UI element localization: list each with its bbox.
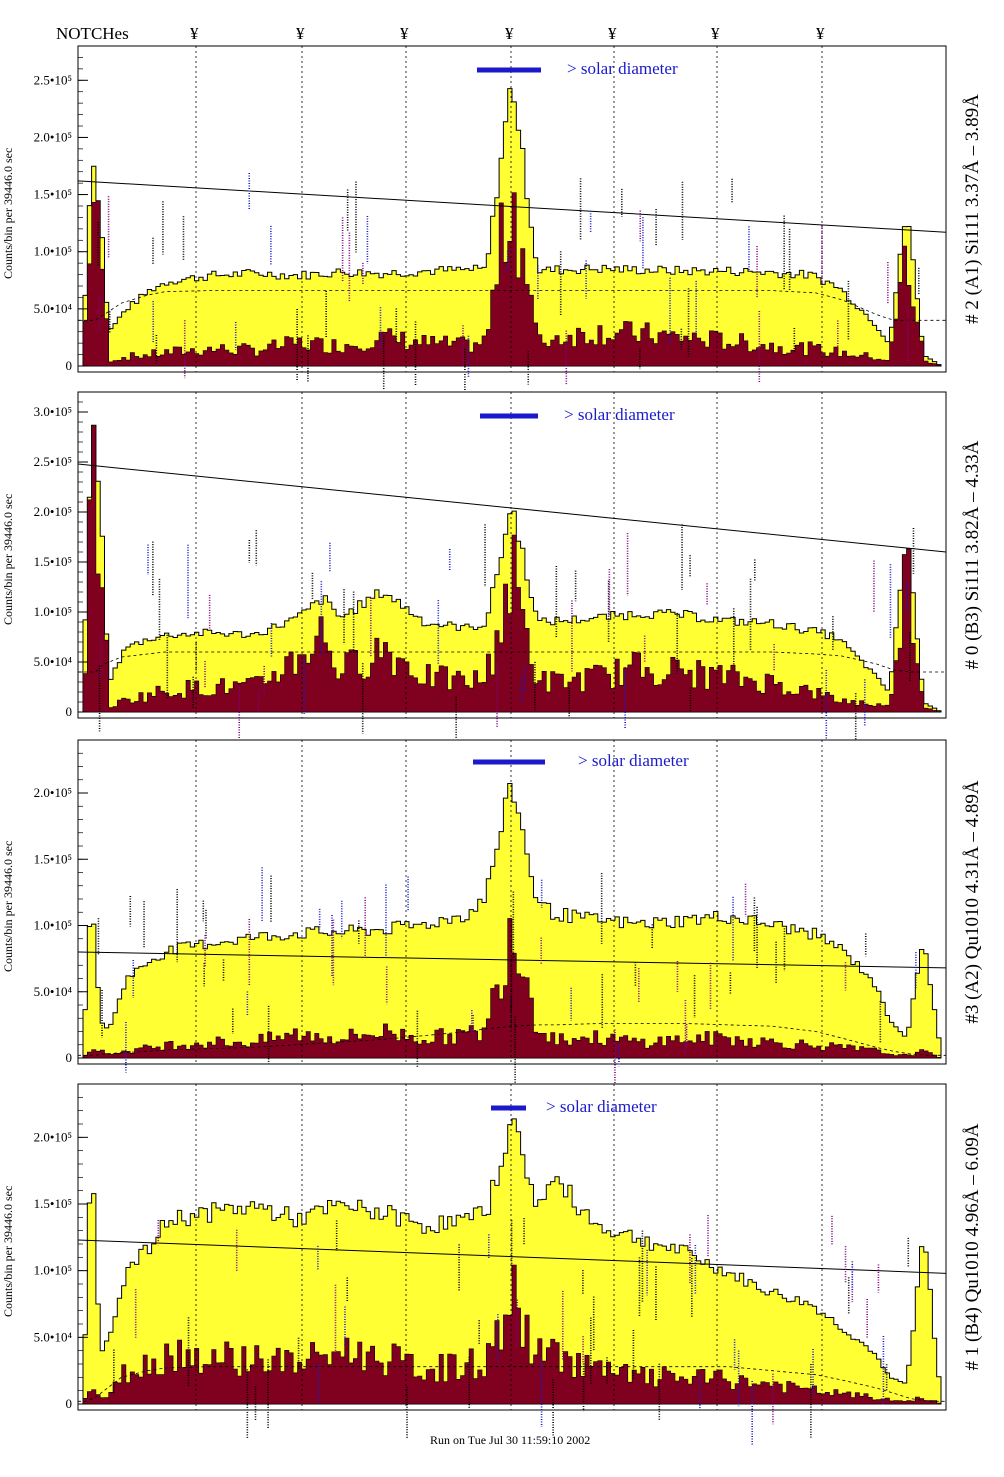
y-tick-label: 0 <box>66 1396 73 1411</box>
y-axis: 0 5.0•10⁴ 1.0•10⁵ 1.5•10⁵ 2.0•10⁵ 2.5•10⁵ <box>34 45 88 373</box>
background-histogram <box>82 918 942 1059</box>
y-axis-label: Counts/bin per 39446.0 sec <box>1 1186 15 1317</box>
panel-3: 0 5.0•10⁴ 1.0•10⁵ 1.5•10⁵ 2.0•10⁵ Counts/bin … <box>1 739 983 1096</box>
y-axis: 0 5.0•10⁴ 1.0•10⁵ 1.5•10⁵ 2.0•10⁵ 2.5•10⁵ 3.0•… <box>34 391 88 719</box>
y-tick-label: 5.0•10⁴ <box>34 301 73 316</box>
y-tick-label: 1.0•10⁵ <box>34 244 72 259</box>
notch-header: NOTCHes ¥ ¥ ¥ ¥ ¥ ¥ ¥ <box>56 24 825 43</box>
notch-marker-7: ¥ <box>816 24 825 43</box>
y-tick-label: 2.0•10⁵ <box>34 785 72 800</box>
y-axis-label: Counts/bin per 39446.0 sec <box>1 148 15 279</box>
model-curve <box>78 290 946 321</box>
y-tick-label: 2.0•10⁵ <box>34 1129 72 1144</box>
y-tick-label: 3.0•10⁵ <box>34 404 72 419</box>
panel-4: 0 5.0•10⁴ 1.0•10⁵ 1.5•10⁵ 2.0•10⁵ Counts/bin … <box>1 1083 983 1445</box>
y-tick-label: 1.0•10⁵ <box>34 1263 72 1278</box>
fit-line <box>77 951 947 969</box>
solar-diameter-label: > solar diameter <box>564 405 675 424</box>
notches-label: NOTCHes <box>56 24 129 43</box>
fit-line <box>77 463 947 553</box>
solar-diameter-label: > solar diameter <box>578 751 689 770</box>
y-tick-label: 1.0•10⁵ <box>34 918 72 933</box>
y-tick-label: 1.0•10⁵ <box>34 604 72 619</box>
run-footer: Run on Tue Jul 30 11:59:10 2002 <box>430 1433 590 1447</box>
model-curve <box>78 651 946 673</box>
y-tick-label: 0 <box>66 704 73 719</box>
panel-side-title: # 0 (B3) Si111 3.82Å – 4.33Å <box>962 440 983 669</box>
notch-marker-6: ¥ <box>711 24 720 43</box>
fit-line <box>77 1239 947 1274</box>
y-tick-label: 1.5•10⁵ <box>34 851 72 866</box>
background-histogram <box>82 1264 942 1405</box>
y-tick-label: 2.0•10⁵ <box>34 129 72 144</box>
panel-side-title: # 1 (B4) Qu1010 4.96Å – 6.09Å <box>962 1123 983 1370</box>
y-tick-label: 1.5•10⁵ <box>34 187 72 202</box>
y-axis-label: Counts/bin per 39446.0 sec <box>1 494 15 625</box>
notch-marker-4: ¥ <box>505 24 514 43</box>
panel-side-title: # 2 (A1) Si111 3.37Å – 3.89Å <box>962 94 983 324</box>
y-tick-label: 1.5•10⁵ <box>34 1196 72 1211</box>
y-tick-label: 1.5•10⁵ <box>34 554 72 569</box>
y-axis: 0 5.0•10⁴ 1.0•10⁵ 1.5•10⁵ 2.0•10⁵ <box>34 1083 88 1411</box>
panel-1: 0 5.0•10⁴ 1.0•10⁵ 1.5•10⁵ 2.0•10⁵ 2.5•10⁵ Coun… <box>1 45 983 400</box>
notch-marker-1: ¥ <box>190 24 199 43</box>
y-tick-label: 0 <box>66 1050 73 1065</box>
notch-marker-3: ¥ <box>400 24 409 43</box>
notch-marker-2: ¥ <box>296 24 305 43</box>
solar-diameter-label: > solar diameter <box>567 59 678 78</box>
background-histogram <box>82 425 942 713</box>
y-tick-label: 5.0•10⁴ <box>34 984 73 999</box>
background-histogram <box>82 192 942 367</box>
y-axis-label: Counts/bin per 39446.0 sec <box>1 841 15 972</box>
y-tick-label: 5.0•10⁴ <box>34 1329 73 1344</box>
fit-line <box>77 180 947 233</box>
main-histogram <box>82 1118 942 1405</box>
panel-side-title: #3 (A2) Qu1010 4.31Å – 4.89Å <box>962 780 983 1024</box>
y-tick-label: 0 <box>66 358 73 373</box>
y-axis: 0 5.0•10⁴ 1.0•10⁵ 1.5•10⁵ 2.0•10⁵ <box>34 739 88 1065</box>
notch-marker-5: ¥ <box>608 24 617 43</box>
y-tick-label: 5.0•10⁴ <box>34 654 73 669</box>
model-curve <box>78 1366 946 1402</box>
y-tick-label: 2.5•10⁵ <box>34 72 72 87</box>
y-tick-label: 2.0•10⁵ <box>34 504 72 519</box>
y-tick-label: 2.5•10⁵ <box>34 454 72 469</box>
solar-diameter-label: > solar diameter <box>546 1097 657 1116</box>
panel-2: 0 5.0•10⁴ 1.0•10⁵ 1.5•10⁵ 2.0•10⁵ 2.5•10⁵ 3.0•… <box>1 391 983 752</box>
model-curve <box>78 1023 946 1056</box>
